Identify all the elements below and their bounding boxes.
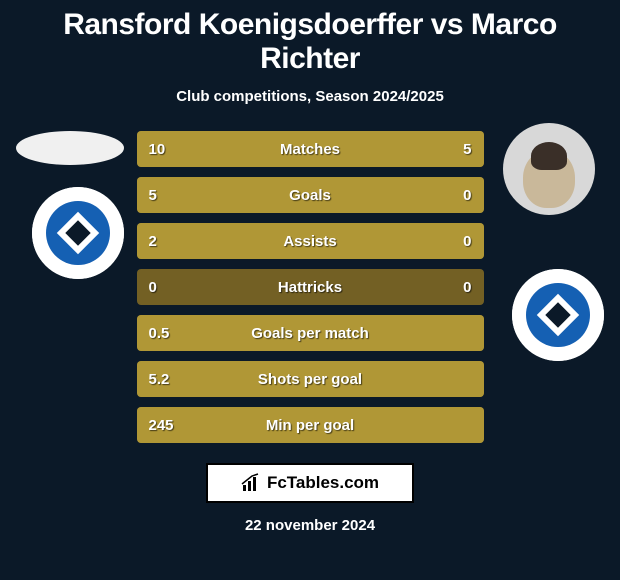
stat-row: 10Matches5 — [137, 131, 484, 167]
hsv-logo-icon — [32, 187, 124, 279]
footer-date: 22 november 2024 — [10, 517, 610, 534]
hsv-logo-icon — [512, 269, 604, 361]
stat-row: 0.5Goals per match — [137, 315, 484, 351]
club-badge-left — [32, 187, 124, 279]
stat-row: 5.2Shots per goal — [137, 361, 484, 397]
stat-label: Min per goal — [137, 407, 484, 443]
brand-box: FcTables.com — [206, 463, 414, 503]
stat-value-right: 0 — [463, 223, 471, 259]
player-left-avatar — [16, 131, 124, 165]
club-badge-right — [512, 269, 604, 361]
stat-label: Hattricks — [137, 269, 484, 305]
subtitle: Club competitions, Season 2024/2025 — [10, 88, 610, 105]
page-title: Ransford Koenigsdoerffer vs Marco Richte… — [10, 8, 610, 76]
stat-label: Matches — [137, 131, 484, 167]
stat-value-right: 0 — [463, 269, 471, 305]
player-right-avatar — [503, 123, 595, 215]
stat-value-right: 5 — [463, 131, 471, 167]
stat-label: Goals — [137, 177, 484, 213]
brand-text: FcTables.com — [267, 473, 379, 493]
stat-value-right: 0 — [463, 177, 471, 213]
stat-bars: 10Matches55Goals02Assists00Hattricks00.5… — [137, 131, 484, 443]
stat-label: Goals per match — [137, 315, 484, 351]
brand-chart-icon — [241, 473, 261, 493]
stat-label: Assists — [137, 223, 484, 259]
comparison-card: Ransford Koenigsdoerffer vs Marco Richte… — [0, 0, 620, 580]
avatar-face-icon — [523, 150, 575, 208]
stat-row: 245Min per goal — [137, 407, 484, 443]
stat-row: 0Hattricks0 — [137, 269, 484, 305]
stat-label: Shots per goal — [137, 361, 484, 397]
stats-area: 10Matches55Goals02Assists00Hattricks00.5… — [10, 131, 610, 443]
stat-row: 2Assists0 — [137, 223, 484, 259]
stat-row: 5Goals0 — [137, 177, 484, 213]
